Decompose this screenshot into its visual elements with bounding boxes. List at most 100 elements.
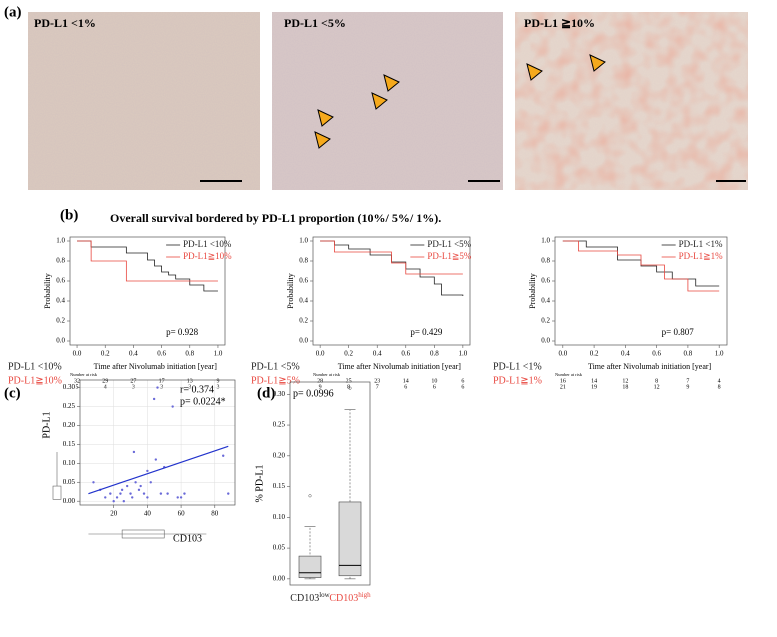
risk-count: 12: [622, 378, 628, 384]
legend-label: PD-L1≧5%: [427, 251, 472, 261]
y-tick-label: 0.05: [273, 544, 286, 552]
axes-frame: [312, 236, 471, 346]
risk-count: 8: [718, 384, 721, 390]
x-tick-label: 1.0: [715, 350, 724, 358]
point: [132, 450, 136, 454]
panel-label: (a): [4, 4, 22, 20]
risk-row-label: PD-L1 <1%: [493, 361, 542, 372]
risk-count: 27: [130, 378, 136, 384]
marginal-box: [52, 485, 62, 500]
risk-count: 9: [216, 378, 219, 384]
legend-label: PD-L1 <1%: [679, 239, 723, 249]
point: [152, 397, 156, 401]
y-tick-label: 0.4: [56, 297, 65, 305]
risk-title: Number at risk: [555, 372, 583, 377]
y-tick-label: 0.10: [63, 459, 76, 467]
histology-label: PD-L1 ≧10%: [524, 16, 595, 30]
risk-row-label: PD-L1≧1%: [493, 375, 542, 386]
annotation: p= 0.0224*: [180, 396, 226, 407]
point: [171, 405, 174, 408]
y-tick-label: 0.4: [299, 297, 308, 305]
x-tick-label: 80: [211, 510, 219, 518]
risk-count: 29: [102, 378, 108, 384]
risk-count: 6: [461, 384, 464, 390]
legend-label: PD-L1 <10%: [183, 239, 232, 249]
point: [104, 496, 107, 499]
point: [156, 386, 159, 389]
x-tick-label: 0.4: [373, 350, 382, 358]
x-tick-label: 1.0: [214, 350, 223, 358]
km-curve: [562, 240, 720, 287]
point: [149, 481, 152, 484]
y-axis-label: Probability: [43, 273, 52, 309]
km-curve: [320, 240, 464, 296]
risk-count: 21: [560, 384, 566, 390]
y-tick-label: 0.20: [63, 421, 76, 429]
fit-line: [88, 445, 229, 495]
y-axis-label: PD-L1: [41, 411, 52, 438]
risk-count: 10: [431, 378, 437, 384]
x-tick-label: 0.8: [430, 350, 439, 358]
legend-label: PD-L1≧10%: [183, 251, 232, 261]
x-tick-label: 1.0: [458, 350, 467, 358]
risk-count: 28: [317, 378, 323, 384]
axes-frame: [69, 236, 226, 346]
risk-count: 23: [374, 378, 380, 384]
point: [115, 496, 119, 499]
risk-count: 6: [461, 378, 464, 384]
legend-label: PD-L1 <5%: [427, 239, 471, 249]
x-tick-label: 0.6: [652, 350, 661, 358]
point: [109, 492, 112, 495]
km-curve: [562, 240, 720, 292]
x-tick-label: CD103high: [329, 591, 371, 605]
x-tick-label: 0.6: [401, 350, 410, 358]
category: CD103: [290, 593, 319, 604]
x-tick-label: 40: [144, 510, 152, 518]
point: [120, 488, 124, 492]
risk-count: 7: [686, 378, 689, 384]
panel-label: (c): [4, 385, 21, 401]
point: [122, 500, 126, 503]
point: [146, 469, 149, 473]
y-tick-label: 0.0: [299, 337, 308, 345]
risk-row-label: PD-L1 <5%: [251, 361, 300, 372]
risk-count: 17: [159, 378, 165, 384]
x-axis-label: Time after Nivolumab initiation [year]: [94, 362, 218, 371]
point: [179, 496, 183, 499]
y-axis-label: % PD-L1: [254, 464, 265, 502]
point: [119, 492, 122, 495]
box: [298, 555, 322, 578]
x-tick-label: 0.8: [185, 350, 194, 358]
y-axis-label: Probability: [528, 273, 537, 309]
annotation: p= 0.429: [410, 327, 443, 337]
y-tick-label: 0.0: [56, 337, 65, 345]
x-tick-label: 0.4: [129, 350, 138, 358]
km-title: Overall survival bordered by PD-L1 propo…: [110, 211, 441, 225]
risk-count: 9: [319, 384, 322, 390]
y-tick-label: 1.0: [299, 237, 308, 245]
x-axis-label: Time after Nivolumab initiation [year]: [588, 362, 712, 371]
y-tick-label: 0.4: [541, 297, 550, 305]
panel-label: (d): [257, 385, 275, 401]
y-tick-label: 0.00: [273, 574, 286, 582]
histology-label: PD-L1 <1%: [34, 16, 96, 30]
point: [134, 481, 137, 484]
x-tick-label: 0.0: [316, 350, 325, 358]
risk-count: 14: [591, 378, 597, 384]
annotation: p= 0.0996: [293, 388, 334, 399]
x-tick-label: 60: [178, 510, 186, 518]
y-tick-label: 0.8: [56, 257, 65, 265]
point: [154, 458, 158, 461]
risk-count: 16: [560, 378, 566, 384]
y-tick-label: 0.2: [56, 317, 65, 325]
y-tick-label: 0.30: [63, 383, 76, 391]
y-tick-label: 0.05: [63, 478, 76, 486]
y-tick-label: 0.8: [541, 257, 550, 265]
risk-count: 4: [718, 378, 721, 384]
y-tick-label: 0.25: [273, 421, 286, 429]
risk-count: 6: [404, 384, 407, 390]
x-tick-label: CD103low: [290, 591, 330, 605]
risk-count: 9: [686, 384, 689, 390]
y-tick-label: 0.15: [63, 440, 76, 448]
x-tick-label: 0.4: [621, 350, 630, 358]
